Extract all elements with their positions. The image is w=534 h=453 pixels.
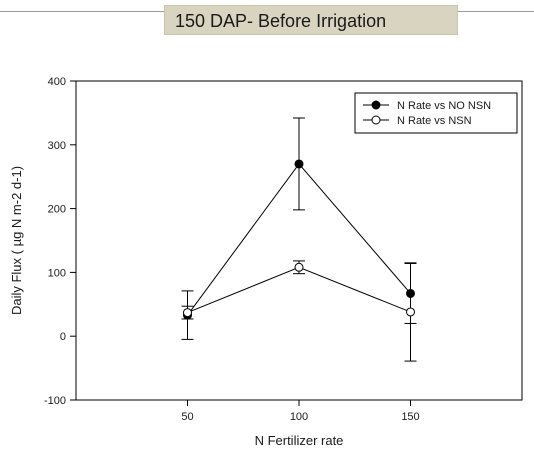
legend: N Rate vs NO NSN N Rate vs NSN xyxy=(354,92,518,134)
x-axis-label: N Fertilizer rate xyxy=(255,433,344,448)
x-axis: 50 100 150 xyxy=(181,400,420,423)
data-point xyxy=(183,308,192,318)
x-tick-label: 100 xyxy=(290,411,308,423)
y-tick-label: 200 xyxy=(48,204,66,216)
legend-marker xyxy=(371,100,381,110)
legend-entry: N Rate vs NO NSN xyxy=(397,100,491,112)
y-tick-label: 100 xyxy=(48,267,66,279)
data-point xyxy=(406,288,415,298)
data-point xyxy=(406,307,415,317)
y-tick-label: 300 xyxy=(48,140,66,152)
y-axis-label: Daily Flux ( µg N m-2 d-1) xyxy=(9,166,24,315)
chart-title: 150 DAP- Before Irrigation xyxy=(164,5,458,35)
x-tick-label: 50 xyxy=(181,411,193,423)
legend-entry: N Rate vs NSN xyxy=(397,115,472,127)
data-point xyxy=(294,262,304,272)
data-point xyxy=(294,159,304,169)
series-layer xyxy=(181,117,417,362)
y-tick-label: 400 xyxy=(48,76,66,88)
y-axis: -100 0 100 200 300 400 xyxy=(44,76,76,407)
y-tick-label: -100 xyxy=(44,395,66,407)
y-tick-label: 0 xyxy=(60,331,66,343)
series-1 xyxy=(181,117,417,340)
series-2-markers xyxy=(183,262,415,318)
legend-marker xyxy=(371,115,381,125)
legend-box xyxy=(354,92,518,134)
x-tick-label: 150 xyxy=(401,411,419,423)
